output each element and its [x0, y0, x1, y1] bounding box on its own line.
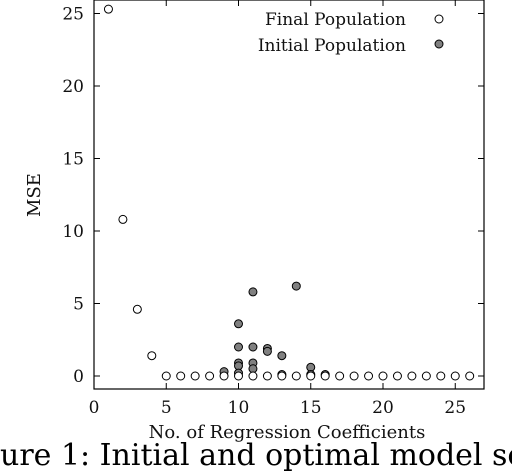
point-final-population — [219, 371, 229, 381]
point-final-population — [132, 304, 142, 314]
point-final-population — [349, 371, 359, 381]
point-initial-population — [234, 342, 243, 352]
point-final-population — [465, 371, 475, 381]
plot-area-border — [93, 0, 485, 390]
point-final-population — [190, 371, 200, 381]
plot-frame — [93, 0, 485, 390]
x-tick-label: 5 — [161, 398, 172, 418]
point-final-population — [291, 371, 301, 381]
point-final-population — [378, 371, 388, 381]
point-final-population — [103, 4, 113, 14]
legend-marker-initial-population — [434, 39, 444, 49]
point-final-population — [335, 371, 345, 381]
point-initial-population — [277, 351, 287, 361]
point-initial-population — [248, 287, 258, 297]
point-final-population — [118, 214, 128, 224]
x-axis: 0 5 10 15 20 25 — [89, 0, 466, 418]
point-final-population — [248, 371, 258, 381]
x-tick-label: 15 — [300, 398, 322, 418]
legend-marker-final-population — [434, 14, 444, 24]
y-tick-label: 5 — [73, 295, 84, 315]
y-tick-label: 10 — [62, 222, 84, 242]
point-final-population — [450, 371, 460, 381]
point-final-population — [407, 371, 417, 381]
y-tick-label: 0 — [73, 367, 84, 387]
point-initial-population — [234, 319, 243, 329]
point-final-population — [392, 371, 402, 381]
figure-caption: ure 1: Initial and optimal model set — [0, 440, 512, 472]
point-final-population — [364, 371, 374, 381]
x-tick-label: 10 — [228, 398, 250, 418]
point-final-population — [234, 371, 243, 381]
point-final-population — [421, 371, 431, 381]
point-final-population — [320, 371, 330, 381]
point-final-population — [147, 351, 157, 361]
y-tick-label: 15 — [62, 150, 84, 170]
x-tick-label: 20 — [372, 398, 394, 418]
point-final-population — [262, 371, 272, 381]
legend: Final Population Initial Population — [258, 10, 444, 56]
legend-label-final-population: Final Population — [265, 10, 406, 30]
legend-label-initial-population: Initial Population — [258, 36, 406, 56]
point-initial-population — [248, 342, 258, 352]
point-final-population — [436, 371, 446, 381]
point-final-population — [176, 371, 186, 381]
y-tick-label: 20 — [62, 77, 84, 97]
point-initial-population — [291, 281, 301, 291]
point-final-population — [161, 371, 171, 381]
x-axis-title: No. of Regression Coefficients — [149, 422, 426, 443]
data-points — [103, 4, 475, 381]
y-tick-label: 25 — [62, 5, 84, 25]
y-axis-title: MSE — [24, 173, 45, 217]
point-initial-population — [262, 346, 272, 356]
point-final-population — [277, 371, 287, 381]
x-tick-label: 25 — [444, 398, 466, 418]
y-axis: 0 5 10 15 20 25 — [62, 5, 484, 387]
point-final-population — [306, 371, 316, 381]
x-tick-label: 0 — [89, 398, 100, 418]
point-final-population — [205, 371, 215, 381]
